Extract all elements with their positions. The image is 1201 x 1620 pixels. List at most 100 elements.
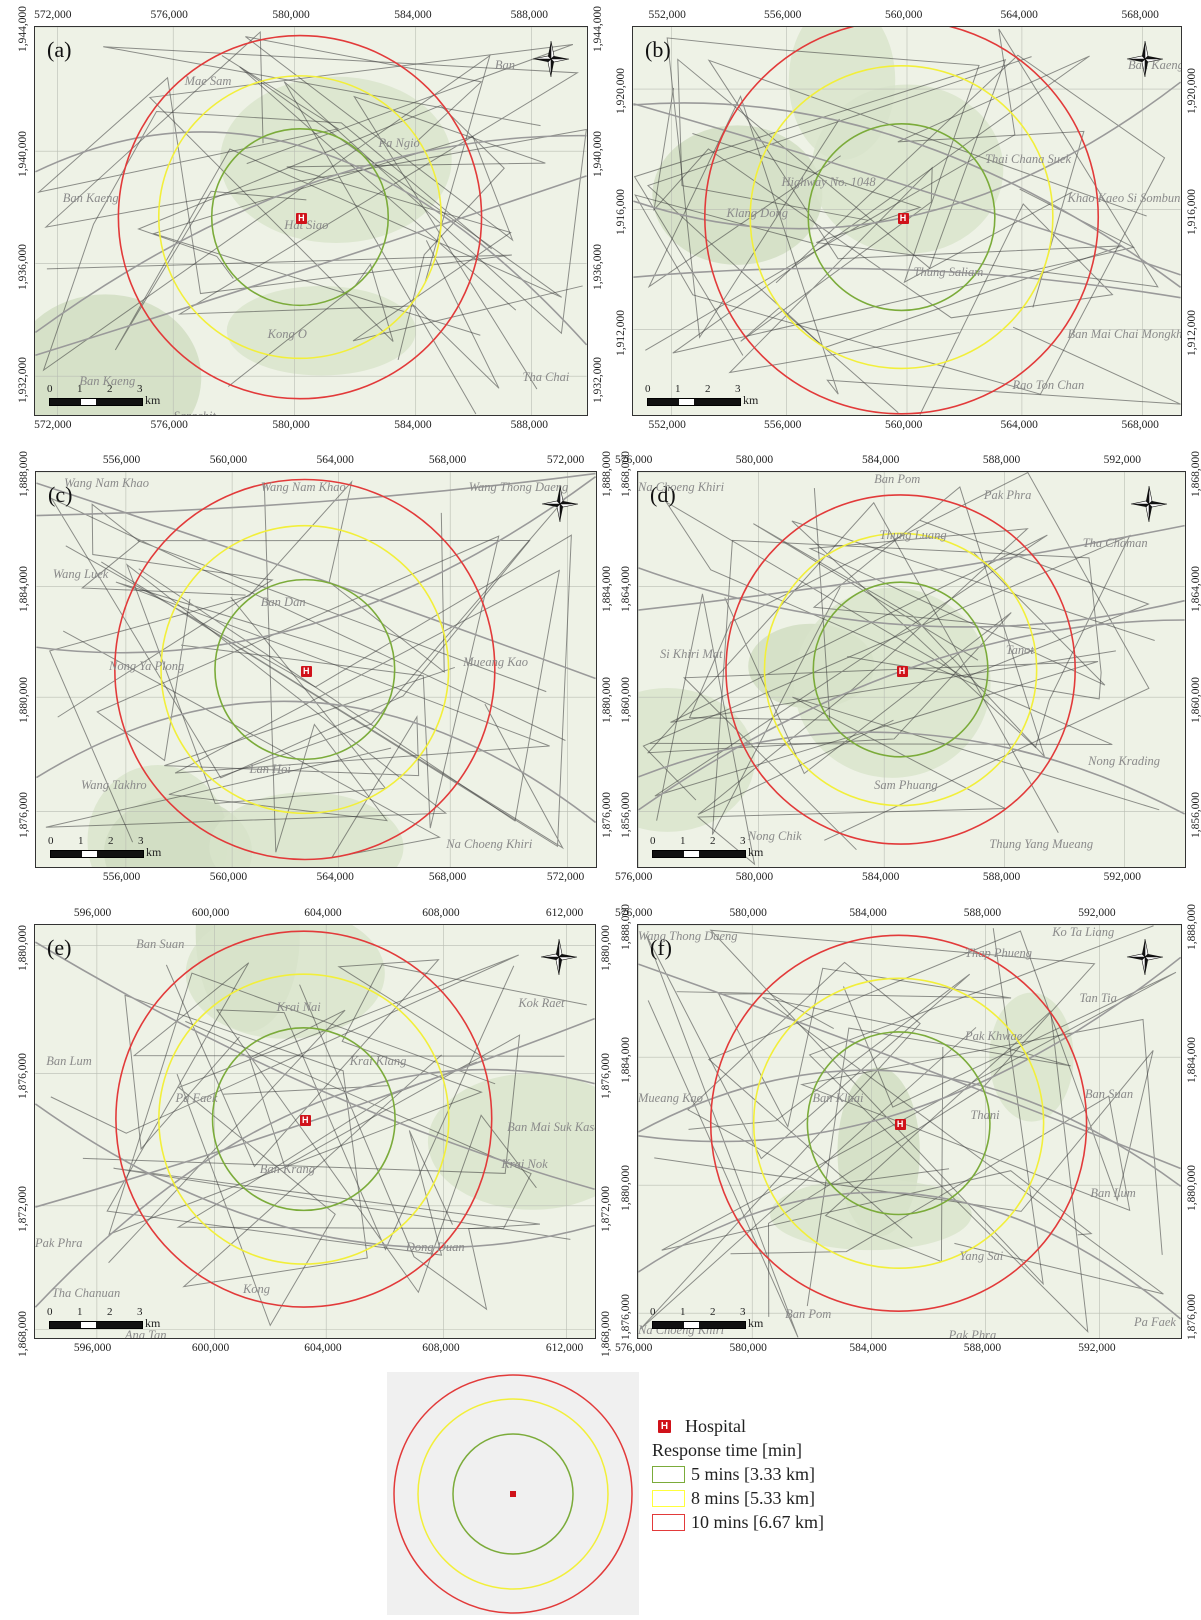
terrain-patch (811, 84, 1004, 254)
district-boundary (656, 593, 1160, 866)
place-label: Wang Luek (52, 567, 109, 582)
highway (35, 131, 587, 346)
highway (633, 102, 1181, 288)
x-tick-label: 588,000 (982, 454, 1021, 466)
highway (633, 267, 1181, 299)
y-tick-label: 1,884,000 (601, 566, 613, 613)
ring-8-min (160, 524, 450, 815)
hospital-icon: H (658, 1420, 671, 1433)
scale-tick-label: 2 (705, 383, 711, 395)
place-label: Tan Tia (1079, 991, 1117, 1006)
place-label: Ko Ta Liang (1052, 925, 1115, 939)
legend-hospital-label: Hospital (685, 1416, 746, 1436)
place-label: Highway No. 1048 (781, 175, 876, 190)
scale-bar: 0 1 2 3 km (645, 383, 795, 409)
y-tick-label: 1,936,000 (17, 243, 29, 290)
map-panel-f: (f) Wang Thong Daeng Ko Ta Liang Thap Phuen… (610, 898, 1201, 1358)
district-boundary (645, 28, 1159, 351)
panel-label: (e) (47, 935, 72, 960)
scale-tick-label: 1 (675, 383, 681, 395)
highway (36, 482, 596, 680)
x-tick-label: 564,000 (1000, 9, 1038, 21)
highway (35, 941, 595, 1191)
map-frame: (a) Ban Mae Sam Pa Ngio Ban Kaeng Hat Siao Kon… (34, 26, 588, 416)
x-tick-label: 584,000 (849, 1342, 887, 1354)
y-tick-label: 1,860,000 (1190, 677, 1201, 724)
highway (35, 134, 587, 334)
map-frame: (e) Ban Suan Krai Nai Kok Raet Ban Lum Krai K… (34, 924, 596, 1339)
x-tick-label: 600,000 (191, 1342, 230, 1354)
scale-unit: km (743, 393, 759, 407)
district-boundary (728, 166, 960, 414)
place-label: Kok Raet (518, 995, 565, 1010)
district-boundary (709, 928, 1096, 1317)
legend-ring-5 (452, 1433, 574, 1555)
x-tick-label: 576,000 (150, 9, 188, 21)
place-label: Rao Ton Chan (1012, 378, 1085, 392)
place-label: Klang Dong (726, 206, 788, 221)
highway (638, 731, 1185, 815)
scale-tick-label: 3 (740, 1306, 746, 1318)
district-boundary (124, 994, 442, 1288)
place-label: Khao Kaeo Si Sombun (1067, 190, 1181, 205)
y-tick-label: 1,884,000 (620, 1036, 632, 1083)
y-tick-label: 1,876,000 (620, 1294, 632, 1341)
hospital-marker: H (894, 1119, 906, 1131)
y-tick-label: 1,920,000 (615, 68, 627, 115)
district-boundary (676, 967, 1012, 1129)
x-tick-label: 576,000 (150, 419, 188, 431)
hospital-marker: H (896, 665, 908, 677)
place-label: Na Choeng Khiri (638, 479, 725, 494)
x-tick-label: 612,000 (545, 907, 584, 919)
scale-tick-label: 1 (78, 835, 84, 847)
hospital-marker: H (897, 213, 909, 225)
scale-tick-label: 1 (77, 383, 83, 395)
legend-item-8min: 8 mins [5.33 km] (652, 1488, 815, 1509)
place-label: Pa Faek (1133, 1315, 1176, 1330)
place-label: Hat Siao (284, 218, 329, 233)
legend-title: Response time [min] (652, 1440, 802, 1460)
scale-tick-label: 0 (650, 835, 656, 847)
legend-ring-8 (417, 1398, 609, 1590)
legend-ring-10 (393, 1374, 633, 1614)
x-tick-label: 592,000 (1078, 1342, 1116, 1354)
y-tick-label: 1,944,000 (17, 6, 29, 52)
place-label: Ban Kaeng (79, 374, 136, 389)
place-label: Ban Dan (260, 595, 306, 610)
y-tick-label: 1,880,000 (1186, 1165, 1198, 1212)
y-tick-label: 1,912,000 (615, 310, 627, 357)
ring-5-min (214, 578, 396, 761)
y-tick-label: 1,884,000 (18, 566, 30, 613)
highway (35, 1068, 595, 1308)
ring-8-min (763, 532, 1038, 807)
x-tick-label: 580,000 (729, 907, 767, 919)
x-tick-label: 572,000 (34, 419, 72, 431)
place-label: Krai Klang (349, 1053, 407, 1068)
scale-unit: km (748, 1316, 764, 1330)
legend-swatch-8 (652, 1490, 685, 1507)
x-tick-label: 584,000 (394, 419, 432, 431)
y-tick-label: 1,888,000 (620, 904, 632, 950)
x-tick-label: 580,000 (272, 419, 310, 431)
y-tick-label: 1,888,000 (601, 451, 613, 497)
panel-label: (b) (645, 37, 671, 62)
place-label: Pak Phra (983, 487, 1032, 502)
y-tick-label: 1,920,000 (1186, 68, 1198, 115)
x-tick-label: 612,000 (545, 1342, 584, 1354)
scale-tick-label: 0 (650, 1306, 656, 1318)
x-tick-label: 556,000 (764, 9, 802, 21)
y-tick-label: 1,880,000 (620, 1165, 632, 1212)
district-boundary (639, 961, 977, 1330)
place-label: Ban Krang (259, 1161, 316, 1176)
map-canvas (36, 472, 596, 867)
scale-bar: 0 1 2 3 km (47, 1306, 197, 1332)
x-tick-label: 608,000 (422, 1342, 460, 1354)
x-tick-label: 568,000 (1121, 419, 1159, 431)
place-label: Krai Nai (276, 999, 321, 1014)
y-tick-label: 1,940,000 (17, 130, 29, 177)
place-label: Mueang Kao (463, 654, 529, 669)
x-tick-label: 580,000 (272, 9, 310, 21)
scale-tick-label: 0 (47, 1306, 53, 1318)
scale-bar: 0 1 2 3 km (650, 835, 800, 861)
district-boundary (108, 964, 587, 1236)
